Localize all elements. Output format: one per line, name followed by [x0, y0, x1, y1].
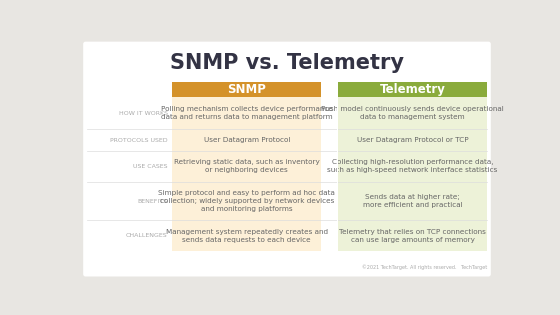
FancyBboxPatch shape	[172, 151, 321, 182]
FancyBboxPatch shape	[172, 182, 321, 220]
FancyBboxPatch shape	[338, 182, 487, 220]
FancyBboxPatch shape	[172, 97, 321, 129]
Text: Sends data at higher rate;
more efficient and practical: Sends data at higher rate; more efficien…	[363, 194, 463, 208]
Text: Push model continuously sends device operational
data to management system: Push model continuously sends device ope…	[321, 106, 504, 120]
Text: Telemetry that relies on TCP connections
can use large amounts of memory: Telemetry that relies on TCP connections…	[339, 229, 486, 243]
Text: Polling mechanism collects device performance
data and returns data to managemen: Polling mechanism collects device perfor…	[161, 106, 333, 120]
FancyBboxPatch shape	[172, 129, 321, 151]
Text: BENEFITS: BENEFITS	[138, 198, 167, 203]
Text: Simple protocol and easy to perform ad hoc data
collection; widely supported by : Simple protocol and easy to perform ad h…	[158, 190, 335, 212]
Text: PROTOCOLS USED: PROTOCOLS USED	[110, 138, 167, 143]
Text: Telemetry: Telemetry	[380, 83, 446, 96]
Text: Retrieving static data, such as inventory
or neighboring devices: Retrieving static data, such as inventor…	[174, 159, 320, 173]
Text: HOW IT WORKS: HOW IT WORKS	[119, 111, 167, 116]
FancyBboxPatch shape	[172, 82, 321, 97]
FancyBboxPatch shape	[338, 97, 487, 129]
FancyBboxPatch shape	[172, 220, 321, 251]
FancyBboxPatch shape	[338, 151, 487, 182]
Text: Collecting high-resolution performance data,
such as high-speed network interfac: Collecting high-resolution performance d…	[328, 159, 498, 173]
FancyBboxPatch shape	[338, 82, 487, 97]
Text: SNMP: SNMP	[227, 83, 266, 96]
FancyBboxPatch shape	[338, 129, 487, 151]
Text: ©2021 TechTarget. All rights reserved.   TechTarget: ©2021 TechTarget. All rights reserved. T…	[362, 265, 487, 270]
FancyBboxPatch shape	[83, 42, 491, 277]
Text: USE CASES: USE CASES	[133, 164, 167, 169]
Text: User Datagram Protocol: User Datagram Protocol	[203, 137, 290, 143]
Text: User Datagram Protocol or TCP: User Datagram Protocol or TCP	[357, 137, 468, 143]
Text: Management system repeatedly creates and
sends data requests to each device: Management system repeatedly creates and…	[166, 229, 328, 243]
Text: CHALLENGES: CHALLENGES	[126, 233, 167, 238]
FancyBboxPatch shape	[338, 220, 487, 251]
Text: SNMP vs. Telemetry: SNMP vs. Telemetry	[170, 53, 404, 73]
Bar	[337, 82, 338, 251]
